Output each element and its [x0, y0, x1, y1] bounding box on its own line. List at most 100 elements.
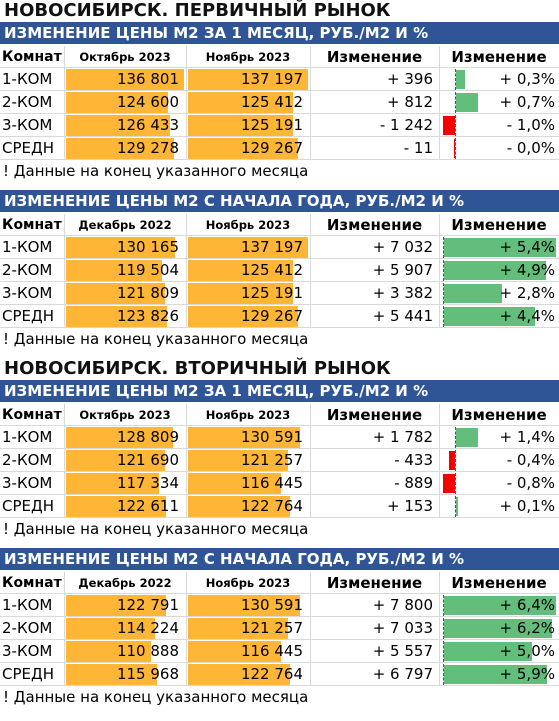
- room-label: 2-КОМ: [2, 451, 53, 469]
- market-title: НОВОСИБИРСК. ВТОРИЧНЫЙ РЫНОК: [4, 358, 391, 379]
- price-value: 136 801: [116, 70, 179, 88]
- price-bar: [66, 283, 165, 304]
- header-prev-month: Октябрь 2023: [79, 50, 171, 64]
- positive-change-bar: [456, 93, 478, 112]
- price-value: 130 591: [240, 596, 303, 614]
- price-bar: [66, 450, 165, 471]
- price-bar: [188, 237, 308, 258]
- grid-line: [439, 214, 440, 328]
- section-title: ИЗМЕНЕНИЕ ЦЕНЫ М2 С НАЧАЛА ГОДА, РУБ./М2…: [0, 548, 559, 570]
- price-prev-cell: 115 968: [66, 663, 184, 686]
- grid-line: [310, 572, 311, 686]
- change-pct-cell: + 5,0%: [441, 640, 557, 663]
- zero-axis: [443, 664, 444, 685]
- change-pct-value: + 0,7%: [499, 93, 555, 111]
- price-curr-cell: 129 267: [188, 137, 308, 160]
- grid-line: [0, 136, 559, 137]
- positive-change-bar: [444, 619, 552, 638]
- zero-axis: [443, 641, 444, 662]
- positive-change-bar: [444, 261, 546, 280]
- grid-line: [186, 404, 187, 518]
- zero-axis: [455, 115, 456, 136]
- price-prev-cell: 119 504: [66, 259, 184, 282]
- change-pct-value: + 0,1%: [499, 497, 555, 515]
- change-pct-value: + 5,4%: [499, 238, 555, 256]
- price-bar: [66, 92, 168, 113]
- price-bar: [66, 618, 155, 639]
- change-abs-value: + 5 557: [372, 642, 433, 660]
- price-value: 122 791: [116, 596, 179, 614]
- price-value: 122 611: [116, 497, 179, 515]
- price-prev-cell: 129 278: [66, 137, 184, 160]
- price-curr-cell: 130 591: [188, 594, 308, 617]
- change-pct-cell: + 5,4%: [441, 236, 557, 259]
- grid-line: [0, 471, 559, 472]
- price-curr-cell: 137 197: [188, 236, 308, 259]
- grid-line: [0, 662, 559, 663]
- zero-axis: [455, 138, 456, 159]
- grid-line: [64, 46, 65, 160]
- price-bar: [66, 138, 174, 159]
- room-label: 3-КОМ: [2, 474, 53, 492]
- grid-line: [0, 159, 559, 160]
- positive-change-bar: [444, 284, 502, 303]
- change-pct-cell: + 0,3%: [441, 68, 557, 91]
- room-label: 3-КОМ: [2, 642, 53, 660]
- change-pct-cell: + 0,7%: [441, 91, 557, 114]
- grid-line: [0, 235, 559, 236]
- price-prev-cell: 126 433: [66, 114, 184, 137]
- change-pct-cell: + 1,4%: [441, 426, 557, 449]
- change-pct-cell: - 1,0%: [441, 114, 557, 137]
- price-bar: [66, 69, 184, 90]
- section-title: ИЗМЕНЕНИЕ ЦЕНЫ М2 ЗА 1 МЕСЯЦ, РУБ./М2 И …: [0, 380, 559, 402]
- price-value: 123 826: [116, 307, 179, 325]
- change-pct-value: - 1,0%: [506, 116, 555, 134]
- grid-line: [186, 46, 187, 160]
- price-curr-cell: 122 764: [188, 663, 308, 686]
- section-title: ИЗМЕНЕНИЕ ЦЕНЫ М2 С НАЧАЛА ГОДА, РУБ./М2…: [0, 190, 559, 212]
- negative-change-bar: [443, 116, 455, 135]
- grid-line: [0, 494, 559, 495]
- header-rooms: Комнат: [2, 49, 62, 65]
- price-value: 116 445: [240, 474, 303, 492]
- zero-axis: [455, 427, 456, 448]
- grid-line: [0, 258, 559, 259]
- room-label: СРЕДН: [2, 307, 54, 325]
- price-value: 137 197: [240, 238, 303, 256]
- change-pct-value: + 4,9%: [499, 261, 555, 279]
- grid-line: [310, 46, 311, 160]
- positive-change-bar: [444, 238, 556, 257]
- price-curr-cell: 125 412: [188, 91, 308, 114]
- header-change-pct: Изменение: [451, 574, 547, 592]
- grid-line: [0, 616, 559, 617]
- price-prev-cell: 122 611: [66, 495, 184, 518]
- price-value: 129 278: [116, 139, 179, 157]
- grid-line: [0, 327, 559, 328]
- change-abs-value: - 433: [394, 451, 433, 469]
- price-bar: [188, 473, 281, 494]
- price-prev-cell: 123 826: [66, 305, 184, 328]
- price-value: 114 224: [116, 619, 179, 637]
- grid-line: [64, 404, 65, 518]
- grid-line: [310, 214, 311, 328]
- header-change-pct: Изменение: [451, 406, 547, 424]
- change-abs-value: + 6 797: [372, 665, 433, 683]
- zero-axis: [443, 595, 444, 616]
- room-label: СРЕДН: [2, 139, 54, 157]
- header-curr-month: Ноябрь 2023: [205, 576, 291, 590]
- change-abs-value: - 1 242: [379, 116, 433, 134]
- change-pct-cell: - 0,8%: [441, 472, 557, 495]
- price-bar: [66, 664, 157, 685]
- change-abs-value: + 1 782: [372, 428, 433, 446]
- room-label: 2-КОМ: [2, 93, 53, 111]
- price-value: 126 433: [116, 116, 179, 134]
- change-pct-cell: + 6,2%: [441, 617, 557, 640]
- header-change-abs: Изменение: [326, 574, 423, 592]
- price-bar: [188, 427, 300, 448]
- change-abs-value: + 153: [387, 497, 433, 515]
- price-bar: [66, 473, 159, 494]
- price-value: 129 267: [240, 139, 303, 157]
- room-label: 3-КОМ: [2, 116, 53, 134]
- price-bar: [66, 260, 162, 281]
- price-value: 122 764: [240, 665, 303, 683]
